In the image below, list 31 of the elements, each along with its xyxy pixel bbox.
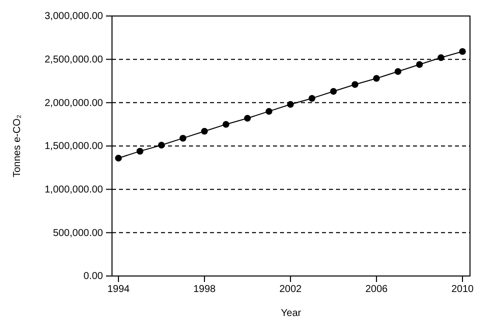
point: [373, 75, 380, 82]
point: [330, 88, 337, 95]
point: [266, 108, 272, 115]
y-axis-title: Tonnes e-CO₂: [12, 114, 23, 178]
point: [222, 120, 230, 128]
point: [438, 54, 444, 61]
x-axis-title: Year: [280, 308, 302, 319]
y-tick-label: 2,000,000.00: [44, 98, 104, 109]
y-tick-label: 500,000.00: [52, 228, 104, 239]
x-tick-label: 1998: [193, 284, 216, 296]
y-tick-label: 3,000,000.00: [44, 11, 104, 22]
point: [180, 134, 186, 142]
point: [115, 154, 122, 162]
point: [308, 94, 316, 102]
x-tick-label: 2010: [451, 284, 474, 296]
point: [394, 68, 402, 75]
y-tick-label: 1,000,000.00: [44, 184, 104, 196]
point: [158, 142, 165, 149]
y-tick-label: 1,500,000.00: [44, 141, 104, 152]
x-tick-label: 2002: [279, 284, 302, 296]
point: [287, 101, 294, 108]
point: [136, 148, 144, 155]
point: [416, 61, 423, 68]
y-tick-label: 0.00: [84, 271, 104, 282]
point: [352, 81, 358, 88]
point: [244, 114, 251, 122]
y-tick-label: 2,500,000.00: [44, 54, 104, 66]
point: [201, 128, 208, 135]
x-tick-label: 2006: [365, 284, 388, 296]
x-tick-label: 1994: [107, 284, 130, 296]
point: [459, 48, 466, 55]
